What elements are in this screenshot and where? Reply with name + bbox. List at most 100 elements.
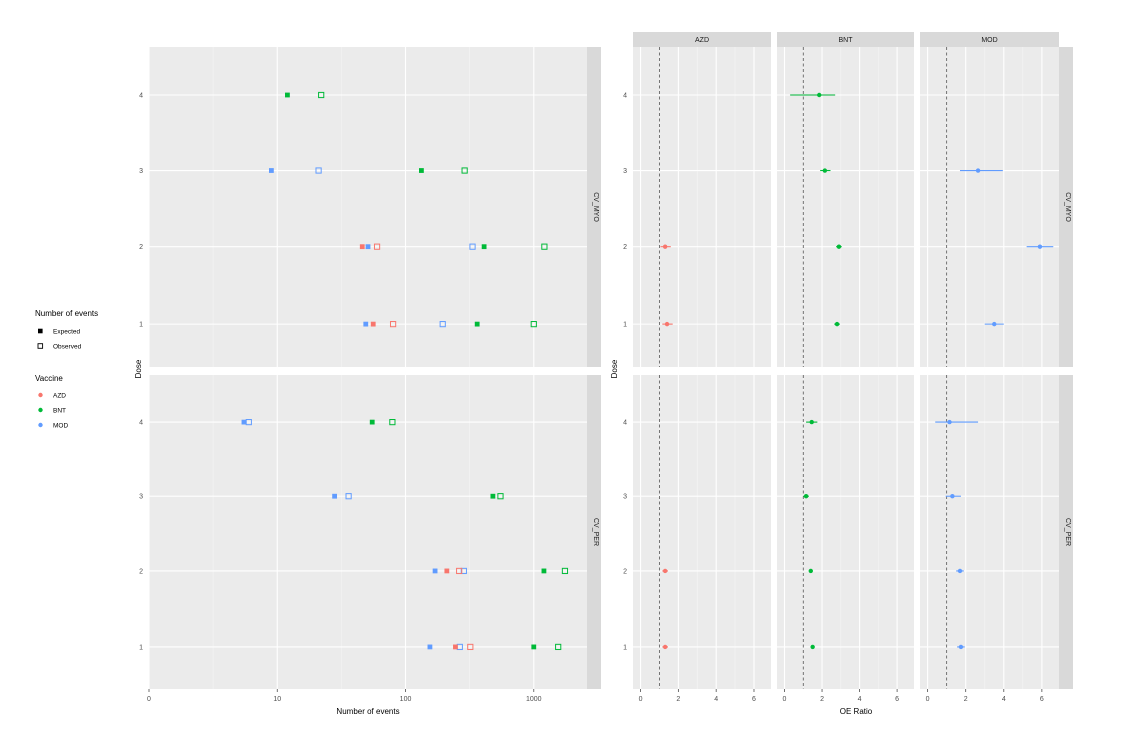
expected-point-mod-dose-3: [268, 168, 274, 173]
observed-point-mod-dose-3: [345, 493, 352, 500]
x-tick-label: 0: [639, 696, 643, 703]
facet-strip-cv_myo: [1059, 47, 1073, 367]
dose-tick-label: 2: [623, 568, 627, 575]
dose-tick-label: 4: [139, 93, 143, 100]
x-tick-label: 4: [858, 696, 862, 703]
expected-point-bnt-dose-1: [474, 321, 480, 327]
facet-strip-azd: [633, 32, 771, 47]
dose-tick-label: 1: [623, 644, 627, 651]
expected-point-azd-dose-2: [444, 568, 450, 574]
legend-key-expected: [38, 328, 43, 334]
legend-key-observed: [37, 343, 44, 349]
events-y-axis-title: Dose: [134, 359, 143, 378]
dose-tick-label: 4: [139, 420, 143, 427]
observed-point-azd-dose-2: [373, 243, 381, 250]
facet-strip-label: CV_PER: [592, 518, 599, 546]
x-tick-label: 0: [783, 696, 787, 703]
events-panel-cv_per: [149, 375, 587, 689]
dose-tick-label: 3: [139, 168, 143, 175]
legend-label-bnt: BNT: [53, 408, 66, 415]
oe-panel-mod-cv_myo: [920, 47, 1059, 367]
observed-point-bnt-dose-3: [497, 493, 504, 500]
facet-strip-label: CV_PER: [1064, 518, 1071, 546]
x-tick-label: 10: [273, 696, 281, 703]
dose-tick-label: 2: [623, 244, 627, 251]
ratio-point-azd-dose-1: [662, 644, 668, 650]
ratio-point-mod-dose-4: [947, 419, 952, 425]
legend-key-azd: [38, 392, 43, 398]
expected-point-mod-dose-4: [241, 419, 247, 425]
ratio-point-bnt-dose-3: [822, 168, 828, 173]
dose-tick-label: 1: [139, 644, 143, 651]
dose-tick-label: 3: [623, 168, 627, 175]
observed-point-mod-dose-1: [439, 321, 446, 328]
facet-column-label: MOD: [981, 37, 997, 44]
observed-point-mod-dose-4: [245, 419, 252, 426]
dose-tick-label: 3: [139, 494, 143, 501]
oe-y-axis-title: Dose: [610, 359, 619, 378]
observed-point-bnt-dose-2: [561, 567, 569, 575]
observed-point-mod-dose-3: [315, 167, 322, 174]
ratio-point-azd-dose-1: [664, 321, 670, 327]
x-tick-label: 0: [926, 696, 930, 703]
observed-point-bnt-dose-1: [530, 321, 537, 328]
observed-point-azd-dose-2: [456, 567, 463, 575]
expected-point-azd-dose-1: [370, 321, 376, 327]
ratio-point-bnt-dose-2: [836, 244, 842, 249]
observed-point-bnt-dose-1: [555, 643, 562, 651]
expected-point-mod-dose-1: [363, 321, 369, 327]
expected-point-mod-dose-3: [332, 493, 338, 499]
legend-label-mod: MOD: [53, 423, 68, 430]
observed-point-bnt-dose-4: [318, 91, 325, 99]
x-tick-label: 6: [1040, 696, 1044, 703]
expected-point-mod-dose-2: [432, 568, 438, 574]
observed-point-azd-dose-1: [389, 321, 397, 328]
dose-tick-label: 3: [623, 494, 627, 501]
oe-panel-bnt-cv_myo: [777, 47, 914, 367]
ratio-point-mod-dose-3: [975, 168, 981, 173]
x-tick-label: 2: [820, 696, 824, 703]
x-tick-label: 6: [752, 696, 756, 703]
ratio-point-mod-dose-2: [1037, 244, 1043, 249]
ratio-point-mod-dose-1: [992, 321, 997, 327]
ratio-point-bnt-dose-1: [834, 321, 840, 327]
x-tick-label: 2: [964, 696, 968, 703]
dose-tick-label: 1: [139, 322, 143, 329]
expected-point-mod-dose-1: [427, 644, 433, 650]
facet-strip-cv_per: [587, 375, 601, 689]
oe-panel-azd-cv_per: [633, 375, 771, 689]
facet-column-label: BNT: [839, 37, 854, 44]
observed-point-bnt-dose-3: [461, 167, 468, 174]
ratio-point-azd-dose-2: [662, 568, 668, 574]
expected-point-bnt-dose-4: [285, 92, 290, 98]
ratio-point-azd-dose-2: [662, 244, 668, 249]
expected-point-bnt-dose-4: [369, 419, 375, 425]
expected-point-bnt-dose-2: [541, 568, 547, 574]
legend-label-expected: Expected: [53, 329, 80, 336]
expected-point-bnt-dose-3: [419, 168, 424, 173]
ratio-point-bnt-dose-4: [817, 92, 822, 98]
ratio-point-bnt-dose-4: [809, 419, 814, 425]
legend-key-mod: [38, 422, 43, 428]
x-tick-label: 6: [895, 696, 899, 703]
facet-strip-bnt: [777, 32, 914, 47]
events-x-axis-title: Number of events: [336, 707, 399, 716]
ratio-point-bnt-dose-3: [803, 494, 809, 499]
facet-strip-label: CV_MYO: [1064, 192, 1071, 222]
dose-tick-label: 4: [623, 420, 627, 427]
x-tick-label: 1000: [526, 696, 542, 703]
oe-panel-mod-cv_per: [920, 375, 1059, 689]
observed-point-azd-dose-1: [467, 643, 474, 651]
ratio-point-mod-dose-1: [958, 644, 964, 650]
observed-point-bnt-dose-2: [541, 243, 548, 250]
legend-key-bnt: [38, 407, 43, 413]
dose-tick-label: 2: [139, 568, 143, 575]
facet-strip-mod: [920, 32, 1059, 47]
facet-strip-cv_myo: [587, 47, 601, 367]
facet-strip-cv_per: [1059, 375, 1073, 689]
oe-panel-azd-cv_myo: [633, 47, 771, 367]
observed-point-mod-dose-2: [460, 567, 467, 575]
dose-tick-label: 2: [139, 244, 143, 251]
x-tick-label: 100: [400, 696, 412, 703]
legend-label-azd: AZD: [53, 393, 66, 400]
